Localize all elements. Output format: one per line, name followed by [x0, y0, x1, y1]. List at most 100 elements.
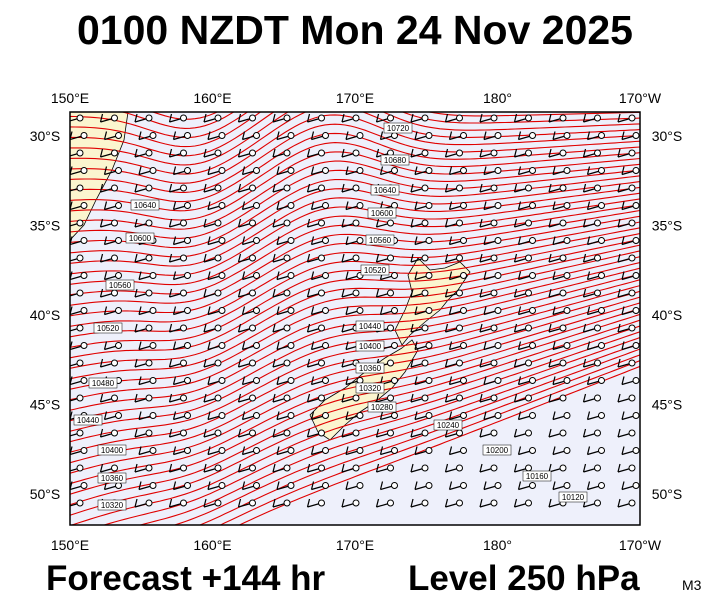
wind-barb-flag — [241, 306, 246, 315]
wind-barb-flag — [138, 306, 142, 315]
wind-barb-flag — [513, 323, 518, 333]
wind-barb-flag — [548, 218, 552, 228]
station — [632, 377, 640, 384]
wind-barb-flag — [172, 376, 177, 385]
wind-barb-flag — [479, 323, 483, 333]
station — [391, 272, 398, 279]
station — [218, 167, 226, 174]
wind-barb-flag — [617, 218, 621, 228]
wind-barb-flag — [513, 498, 518, 508]
contour-label: 10680 — [384, 156, 407, 165]
wind-barb-flag — [375, 498, 380, 508]
wind-barb-flag — [582, 358, 587, 368]
station — [249, 184, 256, 192]
wind-barb-flag — [134, 183, 138, 193]
wind-barb-flag — [241, 446, 246, 455]
station — [598, 272, 605, 279]
contour-label-box — [88, 377, 118, 389]
station — [632, 307, 640, 314]
contour-line — [70, 215, 640, 317]
station — [149, 377, 157, 384]
wind-barb-flag — [552, 236, 556, 245]
wind-barb-flag — [306, 288, 311, 298]
wind-barb-flag — [513, 463, 518, 473]
wind-barb-flag — [410, 183, 414, 193]
contour-label-box — [125, 232, 155, 244]
wind-barb-flag — [168, 428, 173, 438]
station — [456, 359, 463, 367]
wind-barb-flag — [483, 271, 487, 280]
station — [632, 167, 640, 174]
wind-barb-flag — [444, 183, 449, 193]
station — [287, 447, 295, 454]
station — [184, 272, 191, 279]
wind-barb-flag — [548, 113, 552, 123]
station — [387, 359, 394, 367]
station — [490, 394, 498, 402]
wind-barb-flag — [345, 341, 349, 350]
wind-barb-flag — [345, 271, 349, 280]
station — [525, 324, 532, 332]
wind-barb-flag — [483, 411, 487, 420]
station — [632, 132, 640, 139]
station — [318, 324, 325, 332]
wind-barb-flag — [276, 341, 280, 350]
station — [180, 254, 187, 262]
station — [218, 447, 226, 454]
wind-barb-flag — [172, 446, 177, 455]
station — [352, 464, 360, 472]
station — [283, 324, 291, 332]
contour-label: 10200 — [486, 446, 509, 455]
station — [253, 132, 260, 139]
wind-barb-flag — [203, 463, 207, 473]
station — [352, 184, 360, 192]
station — [387, 464, 394, 472]
station — [145, 359, 153, 367]
wind-barb-flag — [517, 411, 522, 420]
wind-barb-flag — [103, 236, 108, 245]
wind-barb-flag — [237, 393, 242, 403]
station — [456, 464, 463, 472]
station — [391, 202, 398, 209]
station — [559, 464, 567, 472]
station — [214, 219, 222, 227]
wind-barb-flag — [310, 481, 315, 490]
wind-barb-flag — [276, 306, 280, 315]
wind-barb-flag — [513, 253, 518, 263]
wind-barb-flag — [172, 411, 177, 420]
contour-line — [70, 198, 640, 286]
station — [421, 464, 429, 472]
station — [352, 429, 360, 437]
station — [559, 114, 567, 122]
wind-barb-flag — [276, 131, 280, 140]
wind-barb-flag — [479, 498, 483, 508]
wind-barb-flag — [306, 148, 311, 158]
wind-barb-flag — [99, 218, 104, 228]
lon-label-top: 160°E — [193, 90, 231, 106]
station — [559, 359, 567, 367]
station — [594, 324, 601, 332]
wind-barb-flag — [444, 498, 449, 508]
contour-label: 10480 — [92, 379, 115, 388]
contour-label-box — [367, 401, 397, 413]
station — [287, 307, 295, 314]
station — [111, 184, 118, 192]
station — [628, 114, 636, 122]
station — [460, 272, 467, 279]
station — [352, 254, 360, 262]
wind-barb-flag — [310, 306, 315, 315]
wind-barb-flag — [617, 498, 621, 508]
wind-barb-flag — [345, 201, 349, 210]
wind-barb-flag — [241, 341, 246, 350]
station — [218, 132, 226, 139]
title: 0100 NZDT Mon 24 Nov 2025 — [77, 7, 633, 53]
wind-barb-flag — [168, 463, 173, 473]
station — [525, 219, 532, 227]
wind-barb-flag — [414, 446, 418, 455]
station — [594, 359, 601, 367]
station — [111, 429, 118, 437]
contour-label-box — [355, 382, 385, 394]
station — [145, 254, 153, 262]
station — [253, 447, 260, 454]
station — [111, 219, 118, 227]
